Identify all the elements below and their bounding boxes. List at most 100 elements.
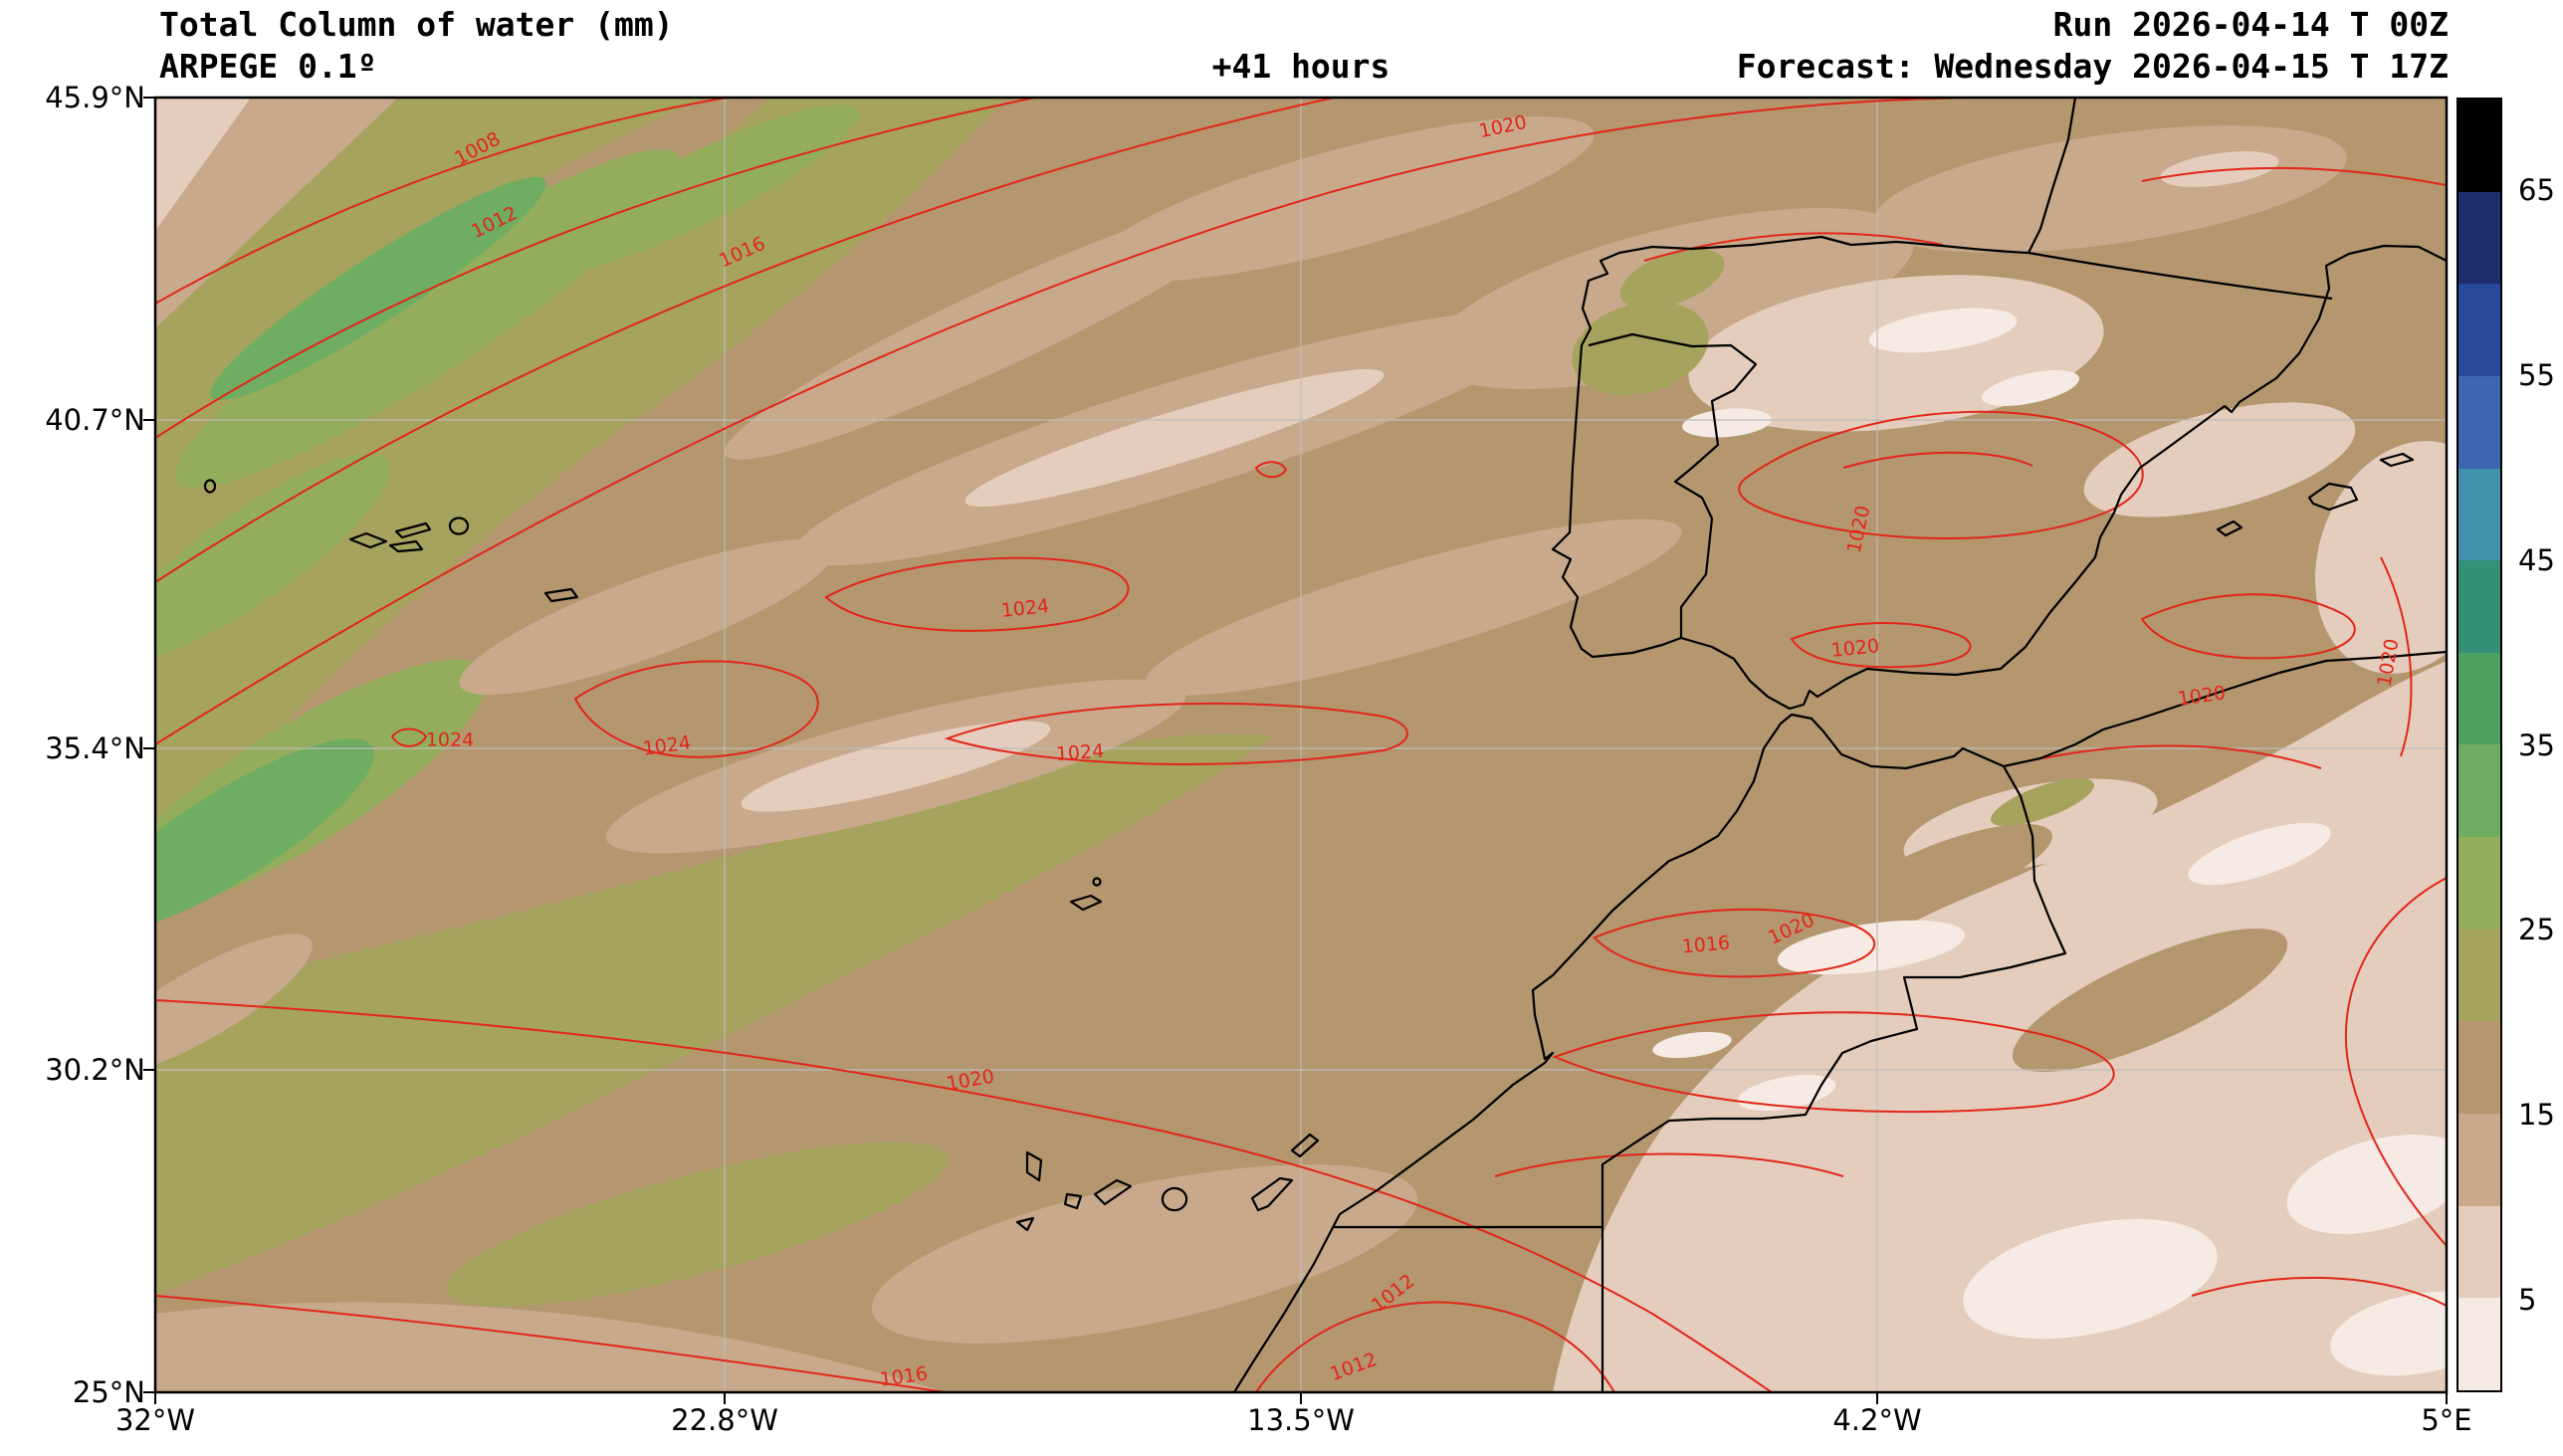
isobar-contours: [155, 98, 2447, 1392]
x-tick-label: 5°E: [2421, 1403, 2472, 1437]
isobar-east: [2380, 556, 2413, 757]
isobar-1024-loop: [824, 556, 1130, 632]
colorbar-tick-label: 35: [2518, 728, 2555, 762]
colorbar-segment: [2458, 1114, 2500, 1206]
x-tick-label: 13.5°W: [1247, 1403, 1355, 1437]
water-field-fills: [155, 98, 2447, 1392]
isobar-france: [2141, 166, 2447, 186]
colorbar-segment: [2458, 1021, 2500, 1115]
coastline-north-africa: [1233, 650, 2447, 1392]
isobar-value-label: 1024: [425, 728, 475, 751]
colorbar-segment: [2458, 837, 2500, 930]
isobar-med: [2041, 744, 2322, 769]
isobar-iberia: [1738, 410, 2144, 540]
isobar-value-label: 1024: [999, 595, 1051, 622]
island-canary: [1250, 1176, 1294, 1212]
island-canary: [1015, 1216, 1035, 1232]
isobar-1024-loop: [944, 702, 1408, 765]
coastlines-borders: [203, 98, 2447, 1392]
x-tick-label: 4.2°W: [1832, 1403, 1922, 1437]
island-azores: [543, 587, 579, 603]
y-tick-label: 25°N: [72, 1375, 145, 1409]
isobar-iberia: [1842, 451, 2033, 469]
isobar-1008: [155, 98, 728, 305]
island-ibiza: [2216, 520, 2243, 537]
isobar-1012: [155, 98, 1036, 439]
y-tick-label: 40.7°N: [45, 403, 145, 437]
border-spain-france: [2028, 251, 2333, 301]
isobar-morocco: [1494, 1152, 1844, 1177]
island-canary: [1290, 1133, 1320, 1158]
isobar-1020-north: [155, 98, 1982, 745]
island-canary: [1093, 1178, 1133, 1206]
run-info: Run 2026-04-14 T 00Z: [2052, 5, 2449, 44]
island-azores: [203, 479, 217, 494]
border-spain-portugal: [1588, 332, 1758, 638]
island-azores: [448, 517, 470, 535]
island-canary: [1025, 1150, 1043, 1182]
colorbar-segment: [2458, 100, 2500, 192]
isobar-morocco: [1552, 1011, 2115, 1114]
colorbar-segment: [2458, 284, 2500, 376]
coastline-iberia-france: [1551, 98, 2447, 711]
model-name: ARPEGE 0.1º: [159, 47, 377, 86]
colorbar-segment: [2458, 375, 2500, 469]
isobar-small-loop: [1254, 461, 1288, 479]
y-tick-label: 45.9°N: [45, 81, 145, 114]
isobar-morocco: [1593, 908, 1876, 978]
colorbar-segment: [2458, 468, 2500, 561]
island-mallorca: [2307, 482, 2359, 512]
x-tick-mark: [1300, 1392, 1302, 1404]
colorbar-segment: [2458, 560, 2500, 653]
colorbar-segment: [2458, 191, 2500, 285]
colorbar-tick-label: 5: [2518, 1283, 2537, 1318]
y-tick-mark: [143, 747, 155, 749]
x-tick-mark: [1876, 1392, 1878, 1404]
chart-title: Total Column of water (mm): [159, 5, 674, 44]
isobar-1024-loop: [573, 660, 819, 758]
colorbar-tick-label: 65: [2518, 172, 2555, 207]
isobar-iberia: [2140, 593, 2356, 660]
isobar-1016: [155, 98, 1335, 583]
x-tick-label: 32°W: [114, 1403, 196, 1437]
x-tick-mark: [154, 1392, 156, 1404]
colorbar-segment: [2458, 744, 2500, 838]
isobar-north-spain: [1643, 232, 1944, 262]
island-porto-santo: [1092, 877, 1102, 887]
island-azores: [348, 531, 388, 549]
isobar-algeria: [2344, 877, 2447, 1247]
island-azores: [388, 539, 424, 553]
isobar-1016-south: [155, 1295, 947, 1392]
y-tick-mark: [143, 419, 155, 421]
island-azores: [394, 521, 432, 539]
colorbar-segment: [2458, 929, 2500, 1022]
island-canary: [1063, 1192, 1083, 1210]
isobar-1012-south: [1255, 1301, 1615, 1392]
island-menorca: [2379, 452, 2415, 468]
y-tick-mark: [143, 1391, 155, 1393]
y-tick-mark: [143, 97, 155, 99]
colorbar-tick-label: 55: [2518, 357, 2555, 392]
colorbar: [2456, 98, 2502, 1392]
y-tick-label: 35.4°N: [45, 731, 145, 765]
island-madeira: [1069, 894, 1103, 912]
colorbar-segment: [2458, 1298, 2500, 1390]
colorbar-segment: [2458, 652, 2500, 745]
isobar-value-label: 1024: [1055, 739, 1105, 766]
isobar-iberia: [1790, 622, 1972, 669]
x-tick-mark: [2446, 1392, 2448, 1404]
border-morocco-algeria: [1601, 765, 2067, 1227]
lead-time: +41 hours: [1211, 47, 1390, 86]
isobar-1024-loop: [390, 728, 428, 747]
colorbar-tick-label: 25: [2518, 913, 2555, 947]
isobar-value-label: 1016: [1680, 932, 1732, 958]
x-tick-label: 22.8°W: [671, 1403, 778, 1437]
isobar-value-label: 1020: [1829, 635, 1881, 662]
x-tick-mark: [724, 1392, 726, 1404]
y-tick-mark: [143, 1069, 155, 1071]
colorbar-segment: [2458, 1205, 2500, 1299]
forecast-info: Forecast: Wednesday 2026-04-15 T 17Z: [1736, 47, 2449, 86]
colorbar-tick-label: 45: [2518, 542, 2555, 577]
isobar-algeria: [2191, 1276, 2447, 1307]
